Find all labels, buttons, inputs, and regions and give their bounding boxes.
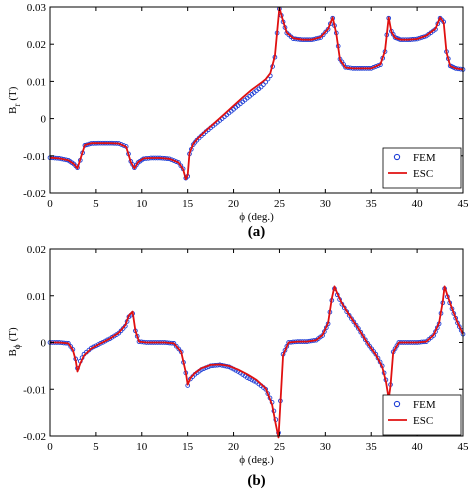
- y-tick-label: 0.02: [27, 244, 46, 256]
- x-tick-label: 10: [136, 198, 148, 210]
- data-point: [244, 375, 250, 380]
- legend-label-fem: FEM: [413, 152, 436, 164]
- x-tick-label: 30: [320, 441, 332, 453]
- y-axis-label-main: B: [7, 107, 19, 114]
- x-tick-label: 35: [366, 441, 378, 453]
- x-tick-label: 35: [366, 198, 378, 210]
- x-tick-label: 0: [47, 441, 53, 453]
- series-line-esc: [50, 285, 464, 439]
- data-point: [353, 322, 359, 328]
- y-axis-label: Bϕ (T): [7, 327, 22, 356]
- data-point: [176, 346, 182, 352]
- legend-label-esc: ESC: [413, 168, 433, 180]
- data-point: [362, 337, 368, 343]
- y-tick-label: -0.01: [23, 151, 46, 163]
- data-point: [356, 326, 361, 331]
- x-tick-label: 5: [93, 198, 99, 210]
- y-axis-label-unit: (T): [7, 86, 19, 100]
- y-tick-label: 0.01: [27, 76, 46, 88]
- data-point: [173, 343, 179, 349]
- series-esc: [50, 285, 464, 439]
- y-tick-label: -0.01: [23, 384, 46, 396]
- x-axis-label: ϕ (deg.): [239, 454, 274, 466]
- y-tick-label: 0.02: [27, 39, 46, 51]
- legend-label-fem: FEM: [413, 399, 436, 411]
- legend: FEM ESC: [382, 394, 462, 436]
- x-tick-label: 25: [274, 441, 286, 453]
- y-axis-label: Br (T): [7, 86, 22, 114]
- y-tick-label: -0.02: [23, 431, 46, 443]
- x-tick-label: 25: [274, 198, 286, 210]
- panel-label: (b): [247, 473, 265, 489]
- data-point: [323, 29, 328, 35]
- data-point: [109, 335, 115, 340]
- x-tick-label: 15: [182, 198, 194, 210]
- data-point: [358, 329, 364, 335]
- data-point: [247, 376, 252, 382]
- x-tick-label: 40: [412, 198, 424, 210]
- plot-frame: [49, 6, 464, 194]
- series-esc: [49, 6, 464, 181]
- y-tick-label: 0.03: [27, 2, 47, 14]
- y-axis-label-main: B: [7, 349, 19, 356]
- x-tick-label: 45: [458, 441, 470, 453]
- data-point: [261, 82, 266, 87]
- data-point: [178, 163, 184, 169]
- y-tick-label: -0.02: [23, 188, 46, 200]
- y-axis-label-subscript: r: [12, 104, 22, 107]
- panel-a: 0 5 10 15 20 25 30 35 40 45 -0.02 -0.01 0 0.01 0.02 0.0…: [7, 2, 469, 240]
- legend-marker-fem: [393, 153, 401, 161]
- data-point: [68, 344, 74, 349]
- x-tick-label: 20: [228, 198, 240, 210]
- series-line-esc: [49, 6, 464, 181]
- panel-label: (a): [248, 224, 266, 240]
- data-point: [258, 84, 264, 90]
- x-tick-label: 10: [136, 441, 148, 453]
- legend: FEM ESC: [382, 147, 462, 189]
- data-point: [320, 32, 326, 38]
- y-tick-label: 0: [41, 338, 47, 350]
- x-tick-label: 40: [412, 441, 424, 453]
- x-tick-label: 5: [93, 441, 99, 453]
- data-point: [360, 333, 366, 339]
- y-axis-label-unit: (T): [7, 327, 19, 341]
- panel-b: 0 5 10 15 20 25 30 35 40 45 -0.02 -0.01 0 0.01 0.02 ϕ (…: [7, 244, 469, 489]
- legend-label-esc: ESC: [413, 415, 433, 427]
- x-tick-label: 0: [47, 198, 53, 210]
- y-axis-label-subscript: ϕ: [12, 344, 22, 349]
- legend-marker-fem: [393, 400, 401, 408]
- x-tick-label: 30: [320, 198, 332, 210]
- x-tick-label: 15: [182, 441, 194, 453]
- y-tick-label: 0.01: [27, 291, 46, 303]
- x-tick-label: 45: [458, 198, 470, 210]
- x-tick-label: 20: [228, 441, 240, 453]
- x-axis-label: ϕ (deg.): [239, 211, 274, 223]
- data-point: [351, 319, 357, 325]
- y-tick-label: 0: [41, 114, 47, 126]
